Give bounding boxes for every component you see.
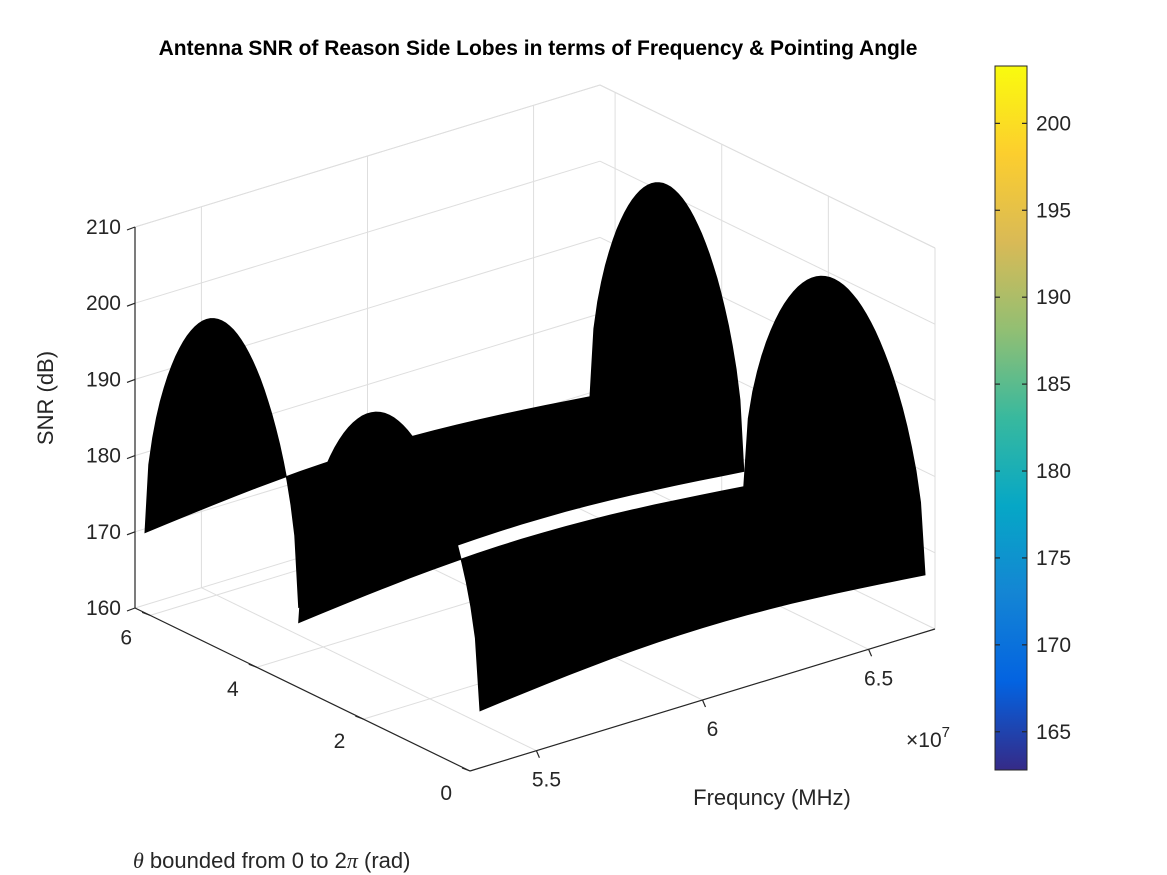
colorbar-tick-label: 175 bbox=[1036, 547, 1071, 570]
surface-plot bbox=[144, 182, 926, 712]
x-axis-label: Frequncy (MHz) bbox=[693, 785, 851, 810]
z-tick-mark bbox=[126, 455, 136, 460]
x-tick-mark bbox=[701, 699, 707, 708]
x-tick-label: 6.5 bbox=[864, 667, 893, 690]
y-tick-label: 0 bbox=[440, 782, 452, 805]
tick-labels: 5.5 6 6.5 0 2 4 6 160 170 180 190 200 210 bbox=[86, 216, 893, 805]
z-axis-label: SNR (dB) bbox=[33, 351, 58, 445]
colorbar-tick-label: 195 bbox=[1036, 199, 1071, 222]
x-tick-label: 6 bbox=[707, 718, 719, 741]
box-edge bbox=[134, 84, 601, 228]
z-tick-label: 210 bbox=[86, 216, 121, 239]
box-edge bbox=[599, 84, 936, 249]
y-tick-mark bbox=[461, 767, 471, 772]
colorbar: 165 170 175 180 185 190 195 200 bbox=[994, 65, 1071, 771]
x-tick-label: 5.5 bbox=[532, 769, 561, 792]
y-axis-label: θ bounded from 0 to 2π (rad) bbox=[133, 848, 410, 873]
axes bbox=[126, 226, 936, 772]
y-tick-label: 4 bbox=[227, 678, 239, 701]
z-tick-label: 170 bbox=[86, 521, 121, 544]
colorbar-gradient bbox=[994, 65, 1028, 771]
z-tick-label: 160 bbox=[86, 597, 121, 620]
z-tick-label: 200 bbox=[86, 292, 121, 315]
grid-line-x-floor bbox=[201, 587, 537, 752]
colorbar-tick-label: 200 bbox=[1036, 112, 1071, 135]
z-tick-label: 180 bbox=[86, 445, 121, 468]
x-tick-mark bbox=[535, 750, 540, 758]
colorbar-ticks: 165 170 175 180 185 190 195 200 bbox=[995, 112, 1071, 744]
colorbar-tick-label: 165 bbox=[1036, 721, 1071, 744]
y-tick-mark bbox=[141, 611, 151, 616]
y-tick-label: 2 bbox=[334, 730, 346, 753]
z-tick-label: 190 bbox=[86, 368, 121, 391]
y-tick-label: 6 bbox=[120, 626, 132, 649]
y-tick-mark bbox=[355, 715, 364, 720]
y-axis-line bbox=[134, 607, 471, 772]
z-tick-mark bbox=[126, 302, 136, 307]
chart-title: Antenna SNR of Reason Side Lobes in term… bbox=[159, 37, 918, 60]
grid-line-z-back bbox=[134, 160, 601, 304]
surface-ridge-2 bbox=[298, 275, 926, 712]
z-tick-mark bbox=[126, 378, 136, 383]
z-tick-mark bbox=[126, 226, 136, 231]
colorbar-tick-label: 190 bbox=[1036, 286, 1071, 309]
x-tick-mark bbox=[868, 649, 873, 657]
x-exponent-label: ×107 bbox=[906, 724, 950, 752]
y-tick-mark bbox=[248, 663, 257, 668]
surface-ridge-1 bbox=[144, 182, 745, 609]
colorbar-tick-label: 180 bbox=[1036, 460, 1071, 483]
z-tick-mark bbox=[126, 531, 136, 536]
colorbar-tick-label: 170 bbox=[1036, 634, 1071, 657]
colorbar-tick-label: 185 bbox=[1036, 373, 1071, 396]
z-tick-mark bbox=[126, 607, 136, 612]
